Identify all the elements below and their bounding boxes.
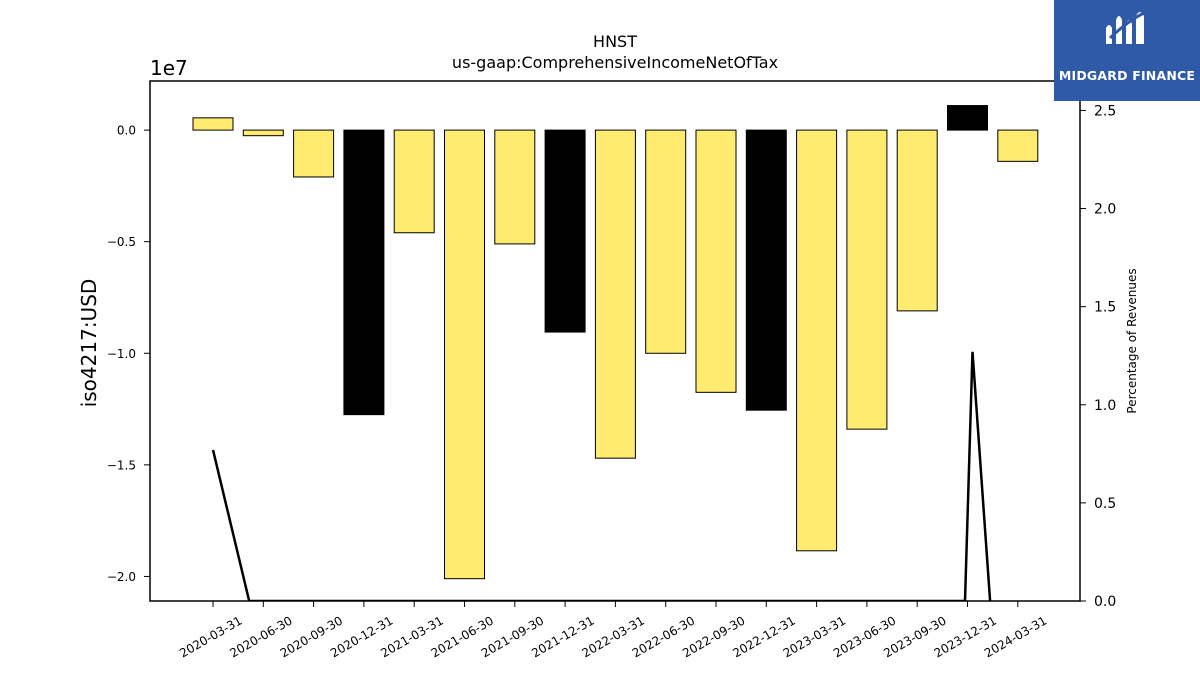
y-tick-label: −0.5 — [107, 235, 136, 249]
y-offset-label: 1e7 — [150, 56, 188, 80]
y-tick-label: 0.0 — [117, 124, 136, 138]
bar — [544, 129, 586, 333]
midgard-finance-logo: MIDGARD FINANCE — [1054, 0, 1200, 101]
bar — [896, 129, 938, 312]
bar — [997, 129, 1039, 162]
bar — [796, 129, 838, 552]
bar — [192, 117, 234, 131]
bar — [293, 129, 335, 178]
percentage-line — [211, 351, 992, 601]
y-axis-label: iso4217:USD — [77, 279, 101, 408]
y2-tick-label: 1.5 — [1094, 300, 1116, 316]
bar — [494, 129, 536, 245]
bar — [594, 129, 636, 459]
chart-subtitle: us-gaap:ComprehensiveIncomeNetOfTax — [452, 53, 778, 72]
y-tick-label: −1.0 — [107, 347, 136, 361]
y2-axis-label: Percentage of Revenues — [1125, 268, 1139, 413]
bar — [645, 129, 687, 354]
bar — [393, 129, 435, 234]
bar — [695, 129, 737, 393]
y2-tick-label: 0.5 — [1094, 496, 1116, 512]
y2-tick-label: 2.0 — [1094, 202, 1116, 218]
y2-tick-label: 0.0 — [1094, 594, 1116, 610]
logo-text: MIDGARD FINANCE — [1058, 68, 1196, 83]
bar — [444, 129, 485, 580]
chart-title: HNST — [593, 32, 637, 51]
y-tick-label: −2.0 — [107, 570, 136, 584]
y-tick-label: −1.5 — [107, 458, 136, 472]
bar — [242, 129, 284, 137]
plot-area: 0.0−0.5−1.0−1.5−2.00.00.51.01.52.02.5202… — [107, 80, 1116, 660]
bar — [947, 105, 988, 131]
bar — [846, 129, 888, 430]
logo-mark-icon — [1106, 10, 1147, 44]
bar — [343, 129, 385, 416]
bar — [745, 129, 787, 411]
y2-tick-label: 1.0 — [1094, 398, 1116, 414]
y2-tick-label: 2.5 — [1094, 103, 1116, 119]
